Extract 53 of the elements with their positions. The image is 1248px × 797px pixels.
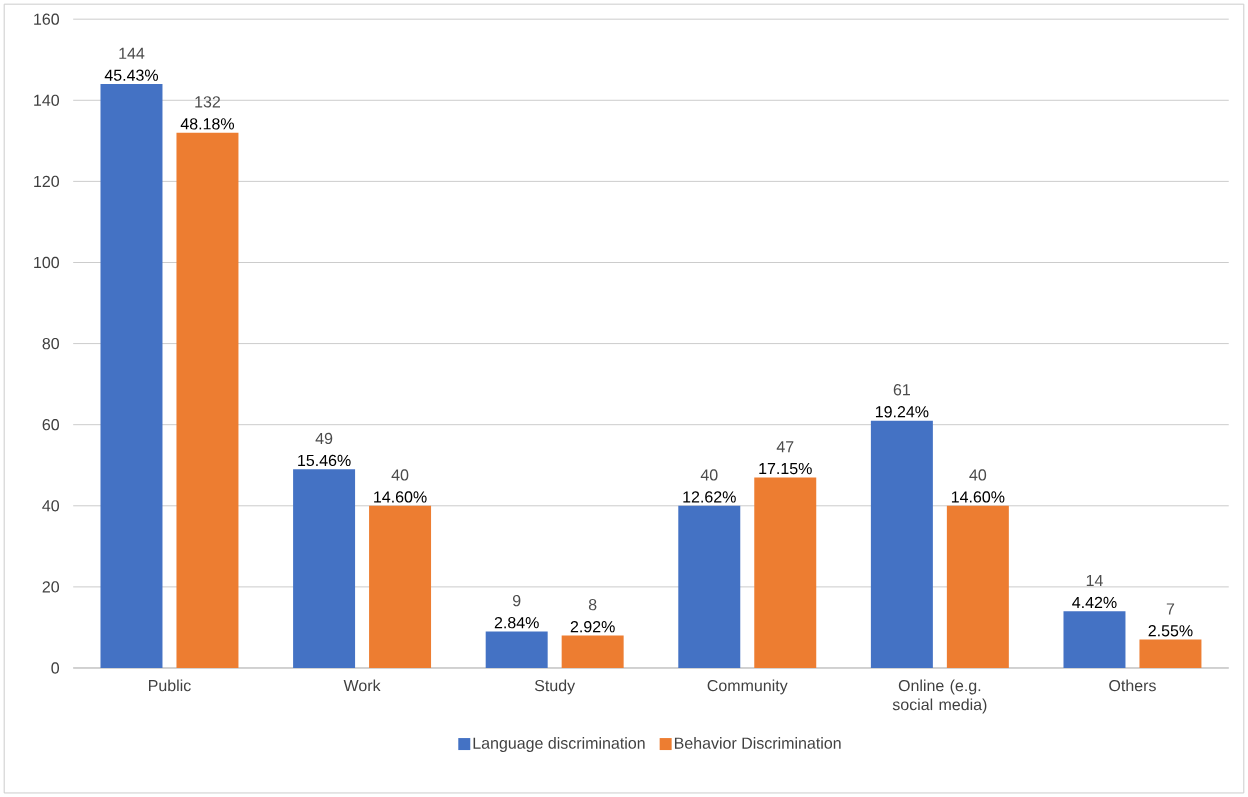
x-tick-label: Others (1109, 679, 1156, 692)
bar (176, 132, 239, 668)
bar (100, 84, 163, 668)
bar (1063, 611, 1126, 668)
y-tick-label: 140 (34, 94, 60, 106)
y-tick-label: 0 (51, 662, 60, 674)
annotation: 2.84% (494, 616, 539, 629)
bar (754, 477, 817, 668)
bar (1139, 639, 1202, 668)
x-tick-label: Community (707, 679, 788, 695)
data-label: 7 (1166, 603, 1175, 615)
annotation: 14.60% (374, 491, 427, 503)
legend-label: Language discrimination (473, 737, 645, 752)
data-label: 8 (588, 598, 597, 611)
y-tick-label: 60 (42, 418, 60, 431)
annotation: 2.55% (1148, 625, 1193, 637)
annotation: 12.62% (683, 491, 736, 503)
x-tick-label: Study (534, 679, 576, 695)
annotation: 45.43% (104, 69, 159, 81)
data-label: 14 (1086, 574, 1103, 586)
annotation: 17.15% (759, 462, 812, 475)
annotation: 4.42% (1072, 596, 1117, 608)
bar (561, 635, 624, 668)
data-label: 40 (700, 469, 718, 481)
bar (946, 505, 1009, 668)
x-tick-label: Work (343, 679, 381, 692)
data-label: 144 (119, 47, 145, 59)
y-tick-label: 100 (34, 256, 60, 269)
y-tick-label: 120 (34, 175, 60, 187)
x-tick-label: Online (e.g. social media) (892, 679, 987, 714)
bar (870, 420, 933, 668)
data-label: 49 (315, 432, 333, 445)
y-tick-label: 80 (42, 337, 60, 350)
bar (369, 505, 432, 668)
annotation: 19.24% (875, 406, 929, 418)
annotation: 15.46% (298, 454, 351, 467)
y-tick-label: 20 (42, 581, 60, 593)
annotation: 14.60% (951, 491, 1005, 503)
bar (293, 469, 356, 668)
annotation: 2.92% (570, 620, 615, 633)
bar (485, 631, 548, 668)
y-tick-label: 160 (34, 13, 60, 25)
y-tick-label: 40 (42, 500, 60, 512)
data-label: 47 (776, 441, 794, 453)
data-label: 40 (969, 469, 987, 481)
data-label: 61 (893, 384, 910, 396)
data-label: 132 (195, 96, 220, 108)
data-label: 40 (391, 469, 409, 481)
annotation: 48.18% (180, 118, 235, 130)
legend-label: Behavior Discrimination (674, 737, 841, 749)
bar (678, 505, 741, 668)
data-label: 9 (512, 594, 521, 607)
x-tick-label: Public (149, 679, 191, 692)
